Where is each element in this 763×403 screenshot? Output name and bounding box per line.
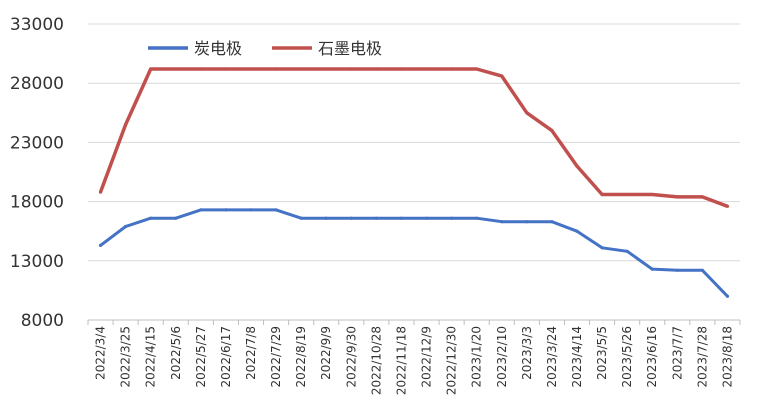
series-2-point <box>399 67 404 71</box>
series-1-point <box>575 229 579 233</box>
legend-label-2: 石墨电极 <box>318 39 382 58</box>
series-2-point <box>675 195 679 199</box>
series-2-point <box>324 67 328 71</box>
series-2-point <box>199 67 203 71</box>
x-tick-label: 2023/5/5 <box>595 326 609 380</box>
series-1-point <box>174 216 178 220</box>
series-1-point <box>525 220 529 224</box>
x-tick-label: 2022/5/27 <box>194 326 208 388</box>
series-1-point <box>625 249 629 253</box>
series-line-1 <box>99 208 729 298</box>
x-tick-label: 2022/7/29 <box>269 326 283 388</box>
x-tick-label: 2022/6/17 <box>219 326 233 388</box>
series-2-point <box>475 67 479 71</box>
y-tick-label: 23000 <box>10 133 64 153</box>
x-tick-label: 2023/7/28 <box>695 326 709 388</box>
series-1-point <box>675 268 679 272</box>
series-2-point <box>450 67 454 71</box>
series-2-point <box>625 192 629 197</box>
series-1-point <box>299 216 303 220</box>
y-axis: 8000 13000 18000 23000 28000 33000 <box>10 15 64 331</box>
series-2-point <box>700 195 705 199</box>
series-1-point <box>224 208 228 212</box>
series-2-point <box>124 123 128 127</box>
legend-label-1: 炭电极 <box>194 39 242 58</box>
series-2-point <box>149 67 153 71</box>
series-2-point <box>600 192 604 197</box>
series-1-point <box>600 246 604 250</box>
series-2-point <box>349 67 353 71</box>
legend: 炭电极 石墨电极 <box>148 39 382 58</box>
series-2-point <box>299 67 303 71</box>
series-2-point <box>500 74 504 78</box>
x-tick-label: 2022/8/19 <box>294 326 308 388</box>
series-1-point <box>349 216 353 220</box>
series-1-point <box>650 267 654 271</box>
x-tick-label: 2022/11/18 <box>394 326 408 395</box>
series-line-2 <box>98 67 729 208</box>
series-1-point <box>199 208 203 212</box>
series-2-point <box>98 190 103 194</box>
series-1-point <box>124 224 128 229</box>
y-tick-label: 28000 <box>10 74 64 94</box>
x-tick-label: 2022/3/25 <box>119 326 133 388</box>
y-tick-label: 18000 <box>10 193 64 213</box>
series-1-point <box>424 216 429 220</box>
x-tick-label: 2022/12/30 <box>445 326 459 395</box>
series-2-point <box>174 67 178 71</box>
series-2-point <box>249 67 253 71</box>
series-1-point <box>399 216 404 220</box>
x-tick-label: 2022/5/6 <box>169 326 183 380</box>
y-tick-label: 33000 <box>10 15 64 35</box>
x-axis: 2022/3/4 2022/3/25 2022/4/15 2022/5/6 2022/5… <box>87 319 741 395</box>
series-2-point <box>650 192 654 197</box>
series-1-point <box>475 216 479 220</box>
x-tick-label: 2022/12/9 <box>420 326 434 388</box>
x-tick-label: 2023/4/14 <box>570 326 584 388</box>
x-tick-label: 2022/3/4 <box>94 326 108 380</box>
series-2-point <box>575 164 579 168</box>
series-2-point <box>525 111 529 115</box>
x-tick-label: 2023/6/16 <box>645 326 659 388</box>
series-1-point <box>550 220 554 224</box>
series-2-point <box>274 67 278 71</box>
series-2-point <box>224 67 228 71</box>
series-1-point <box>374 216 378 220</box>
series-1-point <box>149 216 153 220</box>
series-1-point <box>249 208 253 212</box>
series-1-point <box>500 220 504 224</box>
x-tick-label: 2022/9/30 <box>344 326 358 388</box>
x-tick-label: 2023/2/10 <box>495 326 509 388</box>
series-1-point <box>725 294 730 298</box>
series-1-point <box>700 268 705 272</box>
y-tick-label: 8000 <box>21 311 64 331</box>
series-1-point <box>98 243 103 247</box>
x-tick-label: 2023/3/24 <box>545 326 559 388</box>
series-2-point <box>725 204 730 208</box>
x-tick-label: 2022/4/15 <box>144 326 158 388</box>
x-tick-label: 2023/5/26 <box>620 326 634 388</box>
x-tick-label: 2022/9/9 <box>319 326 333 380</box>
x-tick-label: 2023/1/20 <box>470 326 484 388</box>
series-lines <box>98 67 730 298</box>
x-tick-label: 2023/7/7 <box>670 326 684 380</box>
series-2-point <box>374 67 378 71</box>
series-1-point <box>324 216 328 220</box>
series-1-point <box>274 208 278 212</box>
x-tick-label: 2023/3/3 <box>520 326 534 380</box>
x-tick-label: 2022/10/28 <box>369 326 383 395</box>
x-tick-label: 2022/7/8 <box>244 326 258 380</box>
series-2-point <box>550 129 554 133</box>
y-tick-label: 13000 <box>10 252 64 272</box>
series-1-point <box>450 216 454 220</box>
x-tick-label: 2023/8/18 <box>720 326 734 388</box>
series-2-point <box>424 67 429 71</box>
gridlines <box>88 23 740 262</box>
